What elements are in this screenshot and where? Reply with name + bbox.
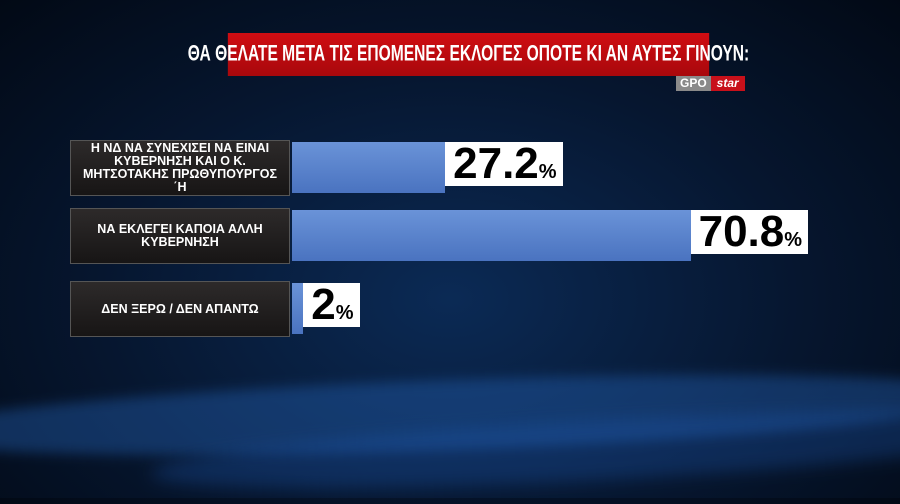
category-label: ΝΑ ΕΚΛΕΓΕΙ ΚΑΠΟΙΑ ΑΛΛΗ ΚΥΒΕΡΝΗΣΗ: [70, 208, 290, 264]
percent-sign: %: [335, 302, 354, 324]
bar: [292, 210, 691, 261]
percent-sign: %: [784, 229, 803, 251]
chart-title-text: ΘΑ ΘΕΛΑΤΕ ΜΕΤΑ ΤΙΣ ΕΠΟΜΕΝΕΣ ΕΚΛΟΓΕΣ ΟΠΟΤ…: [187, 41, 750, 66]
bar: [292, 142, 446, 193]
value-number: 2: [311, 280, 336, 329]
value-label: 27.2%: [445, 139, 563, 188]
bar: [292, 283, 304, 334]
gpo-star-logo: GPO star: [676, 76, 745, 91]
value-number: 70.8: [698, 207, 785, 256]
chart-title: ΘΑ ΘΕΛΑΤΕ ΜΕΤΑ ΤΙΣ ΕΠΟΜΕΝΕΣ ΕΚΛΟΓΕΣ ΟΠΟΤ…: [188, 33, 749, 76]
value-number: 27.2: [453, 139, 539, 188]
percent-sign: %: [538, 161, 557, 183]
category-label: Η ΝΔ ΝΑ ΣΥΝΕΧΙΣΕΙ ΝΑ ΕΙΝΑΙ ΚΥΒΕΡΝΗΣΗ ΚΑΙ…: [70, 140, 290, 196]
value-label: 70.8%: [690, 207, 809, 256]
value-label: 2%: [303, 280, 360, 329]
category-label: ΔΕΝ ΞΕΡΩ / ΔΕΝ ΑΠΑΝΤΩ: [70, 281, 290, 337]
gpo-logo: GPO: [676, 76, 711, 91]
star-logo: star: [710, 76, 745, 91]
